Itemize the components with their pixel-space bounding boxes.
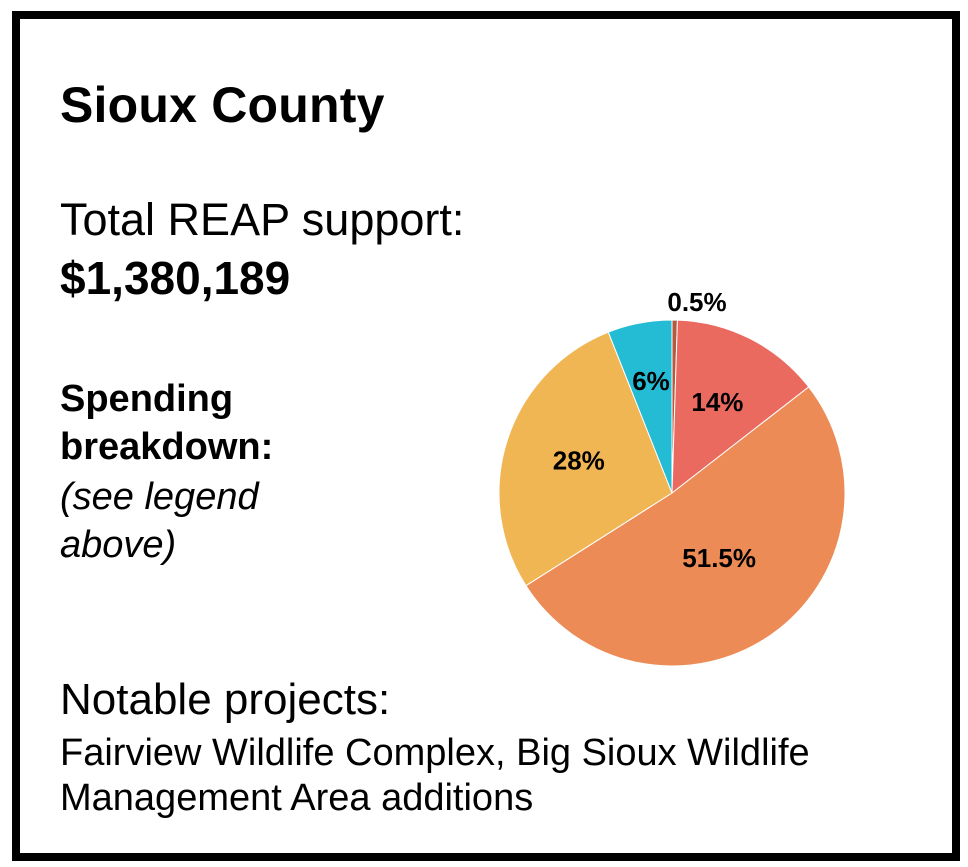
pie-label-6-percent: 6% [632, 366, 670, 396]
pie-label-14-percent: 14% [691, 387, 743, 417]
notable-projects-text: Fairview Wildlife Complex, Big Sioux Wil… [60, 732, 810, 819]
spending-breakdown-note: (see legend above) [60, 476, 259, 566]
pie-slice-14-percent [671, 319, 810, 495]
pie-label-28-percent: 28% [553, 446, 605, 476]
county-card: Sioux County Total REAP support: $1,380,… [12, 11, 960, 861]
spending-pie-chart: 0.5% 14% 51.5% 28% 6% [498, 287, 846, 667]
pie-slice-6-percent [607, 319, 673, 494]
pie-slice-28-percent [498, 331, 673, 587]
notable-projects-title: Notable projects: [60, 675, 391, 724]
pie-slice-51-5-percent [525, 386, 846, 667]
pie-label-51-5-percent: 51.5% [682, 543, 756, 573]
pie-labels-group: 0.5% 14% 51.5% 28% 6% [553, 287, 756, 573]
total-support-amount: $1,380,189 [60, 252, 291, 304]
spending-breakdown-title: Spending breakdown: [60, 378, 274, 468]
total-support-label: Total REAP support: [60, 194, 465, 245]
pie-label-0-5-percent: 0.5% [667, 287, 726, 317]
pie-slices-group [498, 319, 846, 667]
county-title: Sioux County [60, 77, 385, 133]
